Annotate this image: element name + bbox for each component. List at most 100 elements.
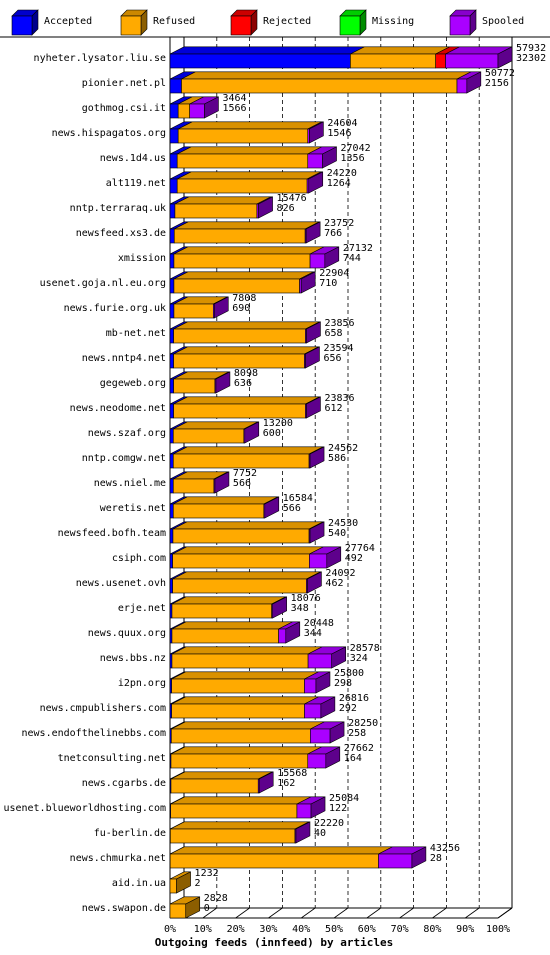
accepted-count: 540 [328,528,346,539]
accepted-count: 1264 [327,178,351,189]
bar-xmission [169,246,340,269]
bar-segment-refused [172,471,229,494]
offered-count: 57932 [516,43,546,54]
host-label: usenet.blueworldhosting.com [3,803,166,814]
bar-segment-refused [172,521,324,544]
offered-count: 24530 [328,518,358,529]
host-label: usenet.goja.nl.eu.org [40,278,166,289]
bar-side [315,671,331,694]
x-axis-title: Outgoing feeds (innfeed) by articles [155,936,393,949]
legend-item-accepted: Accepted [11,9,92,36]
host-label: weretis.net [100,503,166,514]
bar-news.neodome.net [169,396,321,419]
bar-mb-net.net [169,321,321,344]
bar-news.bbs.nz [169,646,347,669]
bar-side [306,321,321,344]
legend-item-spooled: Spooled [449,9,524,36]
bar-news.hispagatos.org [169,121,324,144]
host-label: news.1d4.us [100,153,166,164]
bar-segment-refused [174,196,272,219]
bar-gegeweb.org [169,371,231,394]
offered-count: 16584 [283,493,313,504]
host-label: news.niel.me [94,478,166,489]
bar-side [258,196,273,219]
host-label: news.cgarbs.de [82,778,166,789]
bar-segment-refused [173,221,320,244]
bar-newsfeed.bofh.team [169,521,325,544]
accepted-count: 164 [344,753,362,764]
bar-segment-refused [170,771,273,794]
bar-side [307,571,322,594]
bar-segment-accepted [169,46,365,69]
bar-segment-refused [171,646,323,669]
host-label: gothmog.csi.it [82,103,166,114]
x-tick-label: 30% [259,924,277,935]
host-label: news.cmpublishers.com [40,703,166,714]
bar-news.cmpublishers.com [169,696,336,719]
bar-segment-refused [171,696,319,719]
bar-segment-refused [181,71,472,94]
bar-segment-spooled [307,746,340,769]
offered-count: 27132 [343,243,373,254]
host-label: xmission [118,253,166,264]
bar-segment-accepted [169,221,189,244]
bar-segment-refused [172,571,321,594]
bar-side [264,496,280,519]
bar-side [497,46,513,69]
bar-side [309,446,325,469]
bar-fu-berlin.de [169,821,311,844]
accepted-count: 566 [283,503,301,514]
bar-alt119.net [169,171,324,194]
accepted-count: 1566 [222,103,246,114]
host-label: aid.in.ua [112,878,166,889]
accepted-count: 566 [233,478,251,489]
legend-item-refused: Refused [120,9,195,36]
x-axis: 0% 10% 20% 30% 40% 50% 60% 70% 80% 90% 100% [164,924,510,935]
bar-segment-refused [172,446,324,469]
offered-count: 18076 [291,593,321,604]
host-label: i2pn.org [118,678,166,689]
bar-side [204,96,219,119]
bar-newsfeed.xs3.de [169,221,321,244]
bar-erje.net [169,596,287,619]
host-label: csiph.com [112,553,166,564]
host-label: news.quux.org [88,628,166,639]
host-label: news.swapon.de [82,903,166,914]
accepted-count: 122 [329,803,347,814]
x-tick-label: 20% [227,924,245,935]
host-label: news.bbs.nz [100,653,166,664]
x-tick-label: 90% [456,924,474,935]
bar-segment-spooled [378,846,427,869]
bar-side [309,121,324,144]
bar-segment-refused [173,371,230,394]
host-label: mb-net.net [106,328,166,339]
legend-label: Refused [153,16,195,27]
host-label: news.neodome.net [70,403,166,414]
host-label: tnetconsulting.net [58,753,166,764]
offered-count: 7752 [233,468,257,479]
bar-segment-refused [173,246,325,269]
bar-news.chmurka.net [169,846,427,869]
bar-side [185,896,201,919]
bar-segment-refused [176,171,322,194]
bar-news.usenet.ovh [169,571,322,594]
accepted-count: 2156 [485,78,509,89]
bar-news.swapon.de [169,896,201,919]
bar-segment-refused [172,421,258,444]
offered-count: 1232 [195,868,219,879]
bar-csiph.com [169,546,342,569]
offered-count: 15568 [277,768,307,779]
bar-segment-refused [171,621,293,644]
bar-segment-refused [169,846,393,869]
offered-count: 27764 [345,543,375,554]
bar-nntp.comgw.net [169,446,325,469]
accepted-count: 292 [339,703,357,714]
accepted-count: 258 [348,728,366,739]
bar-side [329,721,345,744]
bar-side [320,696,336,719]
host-label: gegeweb.org [100,378,166,389]
offered-count: 2828 [204,893,228,904]
accepted-count: 690 [232,303,250,314]
